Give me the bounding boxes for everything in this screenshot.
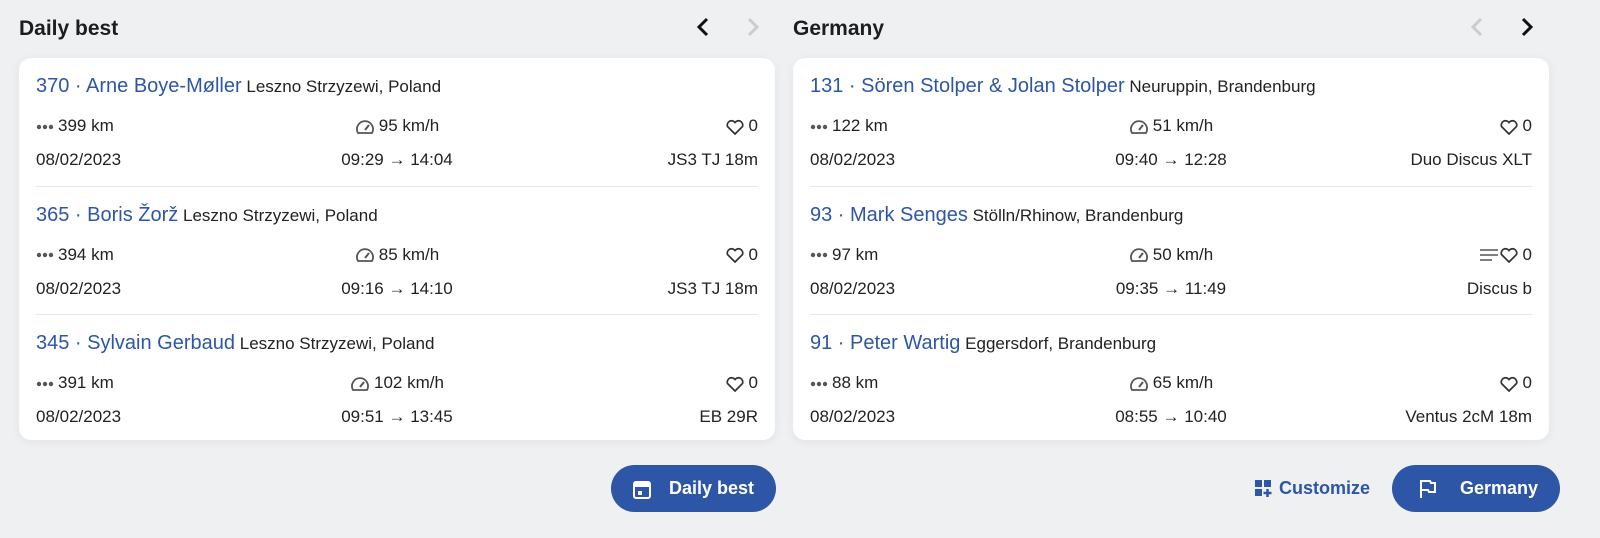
flight-date: 08/02/2023 [36, 150, 122, 169]
button-label: Daily best [669, 478, 755, 498]
chevron-right-icon [743, 16, 761, 43]
flight-location: Leszno Strzyzewi, Poland [239, 334, 435, 353]
flight-list: 370 · Arne Boye-Møller Leszno Strzyzewi,… [19, 58, 775, 440]
distance: 394 km [58, 244, 114, 264]
flight-row: 345 · Sylvain Gerbaud Leszno Strzyzewi, … [36, 315, 758, 444]
distance-icon [36, 252, 54, 258]
speedometer-icon [351, 376, 369, 391]
chevron-left-icon[interactable] [695, 16, 713, 43]
likes-count: 0 [748, 244, 758, 264]
aircraft: JS3 TJ 18m [667, 278, 758, 298]
aircraft: JS3 TJ 18m [667, 150, 758, 169]
flight-location: Stölln/Rhinow, Brandenburg [972, 205, 1184, 225]
likes-count: 0 [1522, 116, 1532, 135]
distance: 88 km [832, 373, 879, 392]
aircraft: Ventus 2cM 18m [1405, 407, 1532, 426]
distance: 391 km [58, 373, 114, 392]
flight-time: 08:55 → 10:40 [1115, 407, 1227, 426]
flight-title-link[interactable]: 370 · Arne Boye-Møller [36, 75, 242, 97]
distance-icon [810, 252, 828, 258]
speedometer-icon [1129, 376, 1148, 391]
flight-title-link[interactable]: 345 · Sylvain Gerbaud [36, 332, 236, 354]
flight-row: 131 · Sören Stolper & Jolan Stolper Neur… [810, 58, 1532, 187]
customize-label: Customize [1279, 478, 1371, 498]
flight-title-link[interactable]: 131 · Sören Stolper & Jolan Stolper [810, 75, 1125, 97]
flight-title-link[interactable]: 93 · Mark Senges [810, 203, 968, 226]
flight-row: 93 · Mark Senges Stölln/Rhinow, Brandenb… [810, 187, 1532, 315]
flight-row: 370 · Arne Boye-Møller Leszno Strzyzewi,… [36, 58, 758, 187]
distance-icon [810, 381, 828, 386]
heart-icon[interactable] [1499, 375, 1519, 393]
heart-icon[interactable] [1499, 246, 1519, 264]
panel-0: Daily best 370 · Arne Boye-Møller Leszno… [19, 0, 775, 440]
heart-icon[interactable] [1499, 118, 1519, 136]
daily-best-button[interactable]: Daily best [611, 465, 777, 512]
likes-count: 0 [1522, 373, 1532, 392]
speedometer-icon [355, 119, 374, 134]
aircraft: Discus b [1466, 278, 1532, 298]
chevron-right-icon[interactable] [1517, 16, 1535, 43]
germany-button[interactable]: Germany [1392, 465, 1561, 512]
aircraft: Duo Discus XLT [1410, 150, 1532, 169]
flight-date: 08/02/2023 [36, 407, 122, 426]
speed: 50 km/h [1152, 244, 1214, 264]
speed: 65 km/h [1152, 373, 1214, 392]
distance-icon [36, 381, 54, 386]
speed: 85 km/h [378, 244, 440, 264]
distance-icon [810, 124, 828, 129]
likes-count: 0 [748, 373, 758, 392]
flag-icon [1420, 479, 1437, 498]
flight-date: 08/02/2023 [810, 278, 896, 298]
flight-time: 09:16 → 14:10 [341, 278, 453, 298]
panel-title: Daily best [19, 17, 119, 40]
flight-location: Leszno Strzyzewi, Poland [246, 77, 442, 96]
speed: 102 km/h [374, 373, 444, 392]
distance: 97 km [832, 244, 879, 264]
heart-icon[interactable] [725, 246, 745, 264]
heart-icon[interactable] [725, 118, 745, 136]
distance: 122 km [832, 116, 888, 135]
aircraft: EB 29R [699, 407, 758, 426]
speedometer-icon [1129, 248, 1148, 262]
speed: 51 km/h [1152, 116, 1214, 135]
chevron-left-icon [1469, 16, 1487, 43]
likes-count: 0 [1522, 244, 1532, 264]
flight-time: 09:35 → 11:49 [1115, 278, 1227, 298]
heart-icon[interactable] [725, 375, 745, 393]
flight-location: Eggersdorf, Brandenburg [965, 334, 1157, 353]
button-label: Germany [1460, 478, 1539, 498]
flight-time: 09:29 → 14:04 [341, 150, 453, 169]
panel-1: Germany 131 · Sören Stolper & Jolan Stol… [793, 0, 1549, 440]
flight-location: Leszno Strzyzewi, Poland [183, 205, 378, 225]
flight-title-link[interactable]: 365 · Boris Žorž [36, 203, 179, 226]
flight-date: 08/02/2023 [810, 407, 896, 426]
panel-title: Germany [793, 17, 885, 40]
customize-button[interactable]: Customize [1255, 478, 1370, 499]
flight-row: 91 · Peter Wartig Eggersdorf, Brandenbur… [810, 315, 1532, 444]
flight-row: 365 · Boris Žorž Leszno Strzyzewi, Polan… [36, 187, 758, 315]
flight-date: 08/02/2023 [36, 278, 122, 298]
calendar-icon [633, 480, 651, 499]
speedometer-icon [355, 248, 374, 262]
speedometer-icon [1129, 119, 1148, 134]
flight-list: 131 · Sören Stolper & Jolan Stolper Neur… [793, 58, 1549, 440]
flight-location: Neuruppin, Brandenburg [1129, 77, 1316, 96]
flight-title-link[interactable]: 91 · Peter Wartig [810, 332, 961, 354]
customize-icon [1255, 479, 1272, 497]
distance-icon [36, 124, 54, 129]
distance: 399 km [58, 116, 114, 135]
flight-time: 09:40 → 12:28 [1115, 150, 1227, 169]
comments-icon [1479, 249, 1498, 261]
speed: 95 km/h [378, 116, 440, 135]
flight-time: 09:51 → 13:45 [341, 407, 453, 426]
likes-count: 0 [748, 116, 758, 135]
flight-date: 08/02/2023 [810, 150, 896, 169]
